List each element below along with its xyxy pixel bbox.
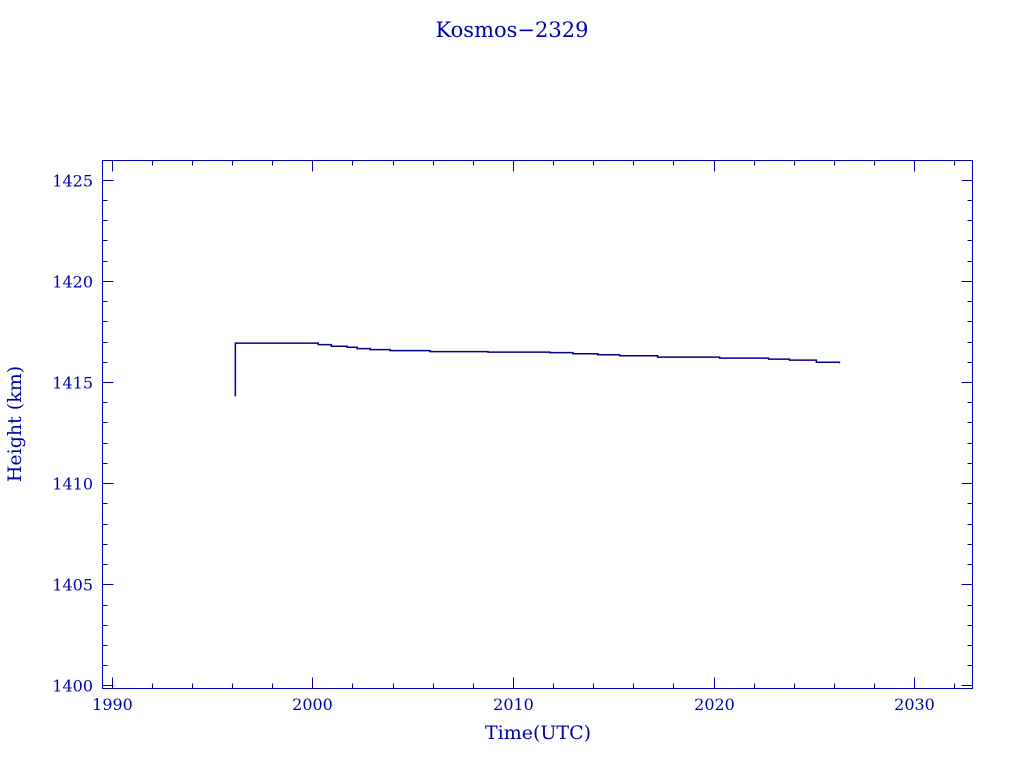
x-tick-label: 2030 [894,695,935,714]
data-point [346,346,348,348]
data-point [788,359,790,361]
data-point [719,357,721,359]
y-tick-label: 1420 [52,273,93,292]
data-point [619,355,621,357]
data-point [369,349,371,351]
data-point [597,354,599,356]
data-point [572,353,574,355]
data-point [815,361,817,363]
plot-frame [102,160,973,689]
data-point [234,342,236,344]
y-tick-label: 1415 [52,374,93,393]
chart-title: Kosmos−2329 [436,18,589,42]
y-tick-label: 1425 [52,172,93,191]
data-point [330,345,332,347]
data-point [768,358,770,360]
y-axis-label: Height (km) [4,366,26,482]
data-point [657,356,659,358]
y-tick-label: 1400 [52,677,93,696]
x-tick-label: 2020 [694,695,735,714]
data-point [317,344,319,346]
data-point [356,348,358,350]
y-tick-label: 1405 [52,576,93,595]
x-tick-label: 1990 [92,695,133,714]
data-point [549,352,551,354]
data-point [299,342,301,344]
x-tick-label: 2010 [493,695,534,714]
y-tick-label: 1410 [52,475,93,494]
series-line-0 [234,342,841,397]
x-axis-label: Time(UTC) [485,722,591,744]
data-point [487,351,489,353]
x-tick-label: 2000 [292,695,333,714]
data-point [838,362,840,364]
data-point [389,350,391,352]
data-point [234,395,236,397]
data-point [429,351,431,353]
